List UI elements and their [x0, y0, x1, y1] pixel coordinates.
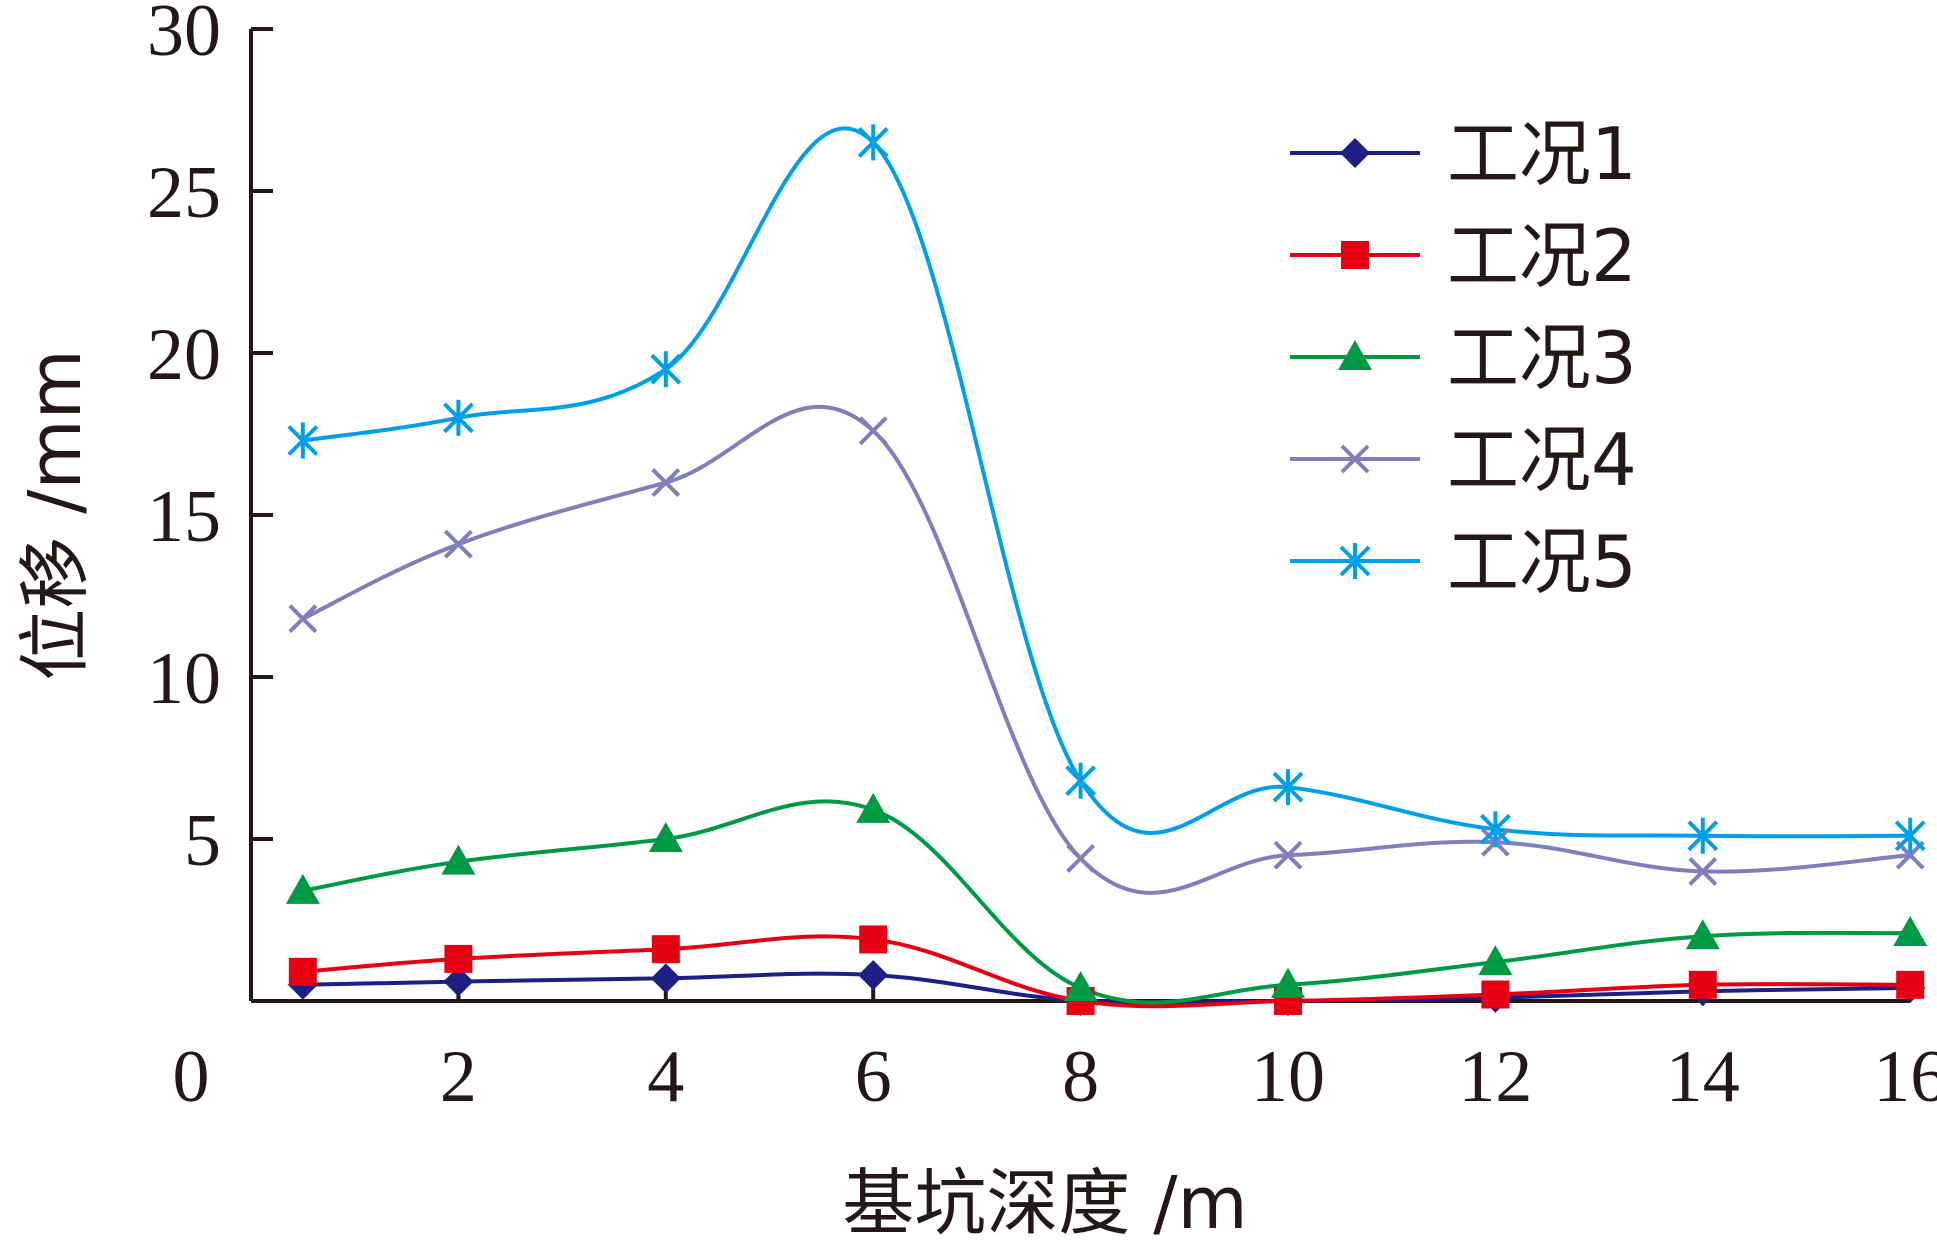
legend-marker — [1340, 138, 1370, 168]
data-point-s2-3 — [859, 925, 888, 954]
data-point-s3-5 — [1271, 967, 1305, 998]
legend-label: 工况5 — [1447, 520, 1637, 604]
data-point-s5-6 — [1479, 811, 1511, 848]
data-point-s3-0 — [285, 873, 320, 904]
legend-item-5: 工况5 — [1290, 520, 1637, 604]
legend-marker — [1341, 241, 1369, 269]
data-point-s4-0 — [288, 604, 318, 634]
legend-label: 工况4 — [1447, 418, 1637, 502]
legend-marker — [1340, 444, 1370, 474]
y-axis-title: 位移 /mm — [13, 349, 97, 680]
data-point-s1-2 — [650, 963, 681, 994]
y-tick-label: 30 — [147, 0, 221, 72]
data-point-s5-1 — [442, 399, 474, 436]
data-point-s5-7 — [1687, 817, 1719, 854]
x-tick-label: 12 — [1458, 1036, 1532, 1118]
data-point-s3-2 — [648, 822, 683, 852]
data-point-s4-5 — [1273, 840, 1303, 870]
data-point-s3-4 — [1063, 971, 1098, 1002]
data-point-s4-7 — [1688, 856, 1718, 886]
x-tick-label: 8 — [1062, 1036, 1099, 1118]
legend-marker — [1338, 340, 1372, 370]
data-point-s2-6 — [1481, 980, 1510, 1009]
x-tick-label: 10 — [1251, 1036, 1325, 1118]
data-point-s4-3 — [858, 416, 888, 446]
y-tick-label: 20 — [147, 314, 221, 396]
data-point-s5-0 — [287, 422, 319, 459]
legend-label: 工况1 — [1447, 112, 1637, 196]
legend-label: 工况2 — [1447, 214, 1637, 298]
series-line-3 — [302, 799, 1911, 1005]
x-axis-title: 基坑深度 /m — [842, 1161, 1247, 1245]
data-point-s2-8 — [1896, 970, 1925, 999]
data-point-s5-4 — [1065, 762, 1097, 799]
data-point-s4-4 — [1066, 844, 1096, 873]
y-tick-label: 10 — [147, 638, 221, 720]
data-point-s3-7 — [1685, 919, 1720, 950]
data-point-s3-6 — [1478, 945, 1513, 976]
x-tick-label: 0 — [173, 1036, 210, 1118]
data-point-s2-7 — [1688, 970, 1717, 999]
x-tick-label: 14 — [1666, 1036, 1740, 1118]
data-point-s2-0 — [288, 957, 317, 986]
series-line-5 — [302, 126, 1911, 839]
data-point-s3-3 — [856, 792, 891, 823]
legend-item-2: 工况2 — [1290, 214, 1637, 298]
x-tick-label: 2 — [440, 1036, 477, 1118]
data-point-s4-1 — [443, 529, 473, 559]
data-point-s4-2 — [651, 468, 681, 498]
data-point-s1-3 — [858, 960, 889, 991]
data-point-s5-8 — [1894, 817, 1926, 854]
x-tick-label: 16 — [1873, 1036, 1937, 1118]
y-tick-label: 15 — [147, 476, 221, 558]
data-point-s1-1 — [443, 966, 474, 997]
series-lines — [302, 126, 1911, 1009]
x-tick-label: 6 — [855, 1036, 892, 1118]
data-point-s3-1 — [441, 844, 476, 875]
legend-item-1: 工况1 — [1290, 112, 1637, 196]
legend-label: 工况3 — [1447, 316, 1637, 400]
axes: 5 10 15 20 25 30 0 2 4 6 8 10 12 14 16 — [147, 0, 1937, 1118]
series-line-4 — [302, 405, 1911, 895]
x-tick-label: 4 — [647, 1036, 684, 1118]
legend-item-4: 工况4 — [1290, 418, 1637, 502]
data-point-s5-2 — [650, 351, 682, 388]
y-tick-label: 5 — [184, 800, 221, 882]
legend-item-3: 工况3 — [1290, 316, 1637, 400]
data-point-s3-8 — [1893, 915, 1928, 946]
data-point-s2-1 — [444, 944, 473, 973]
data-point-s2-2 — [651, 935, 680, 964]
series-markers — [285, 124, 1928, 1016]
legend: 工况1 工况2 工况3 工况4 工况5 — [1290, 112, 1637, 604]
data-point-s5-5 — [1272, 769, 1304, 806]
y-tick-label: 25 — [147, 152, 221, 234]
legend-marker — [1339, 543, 1371, 579]
data-point-s5-3 — [857, 124, 889, 161]
